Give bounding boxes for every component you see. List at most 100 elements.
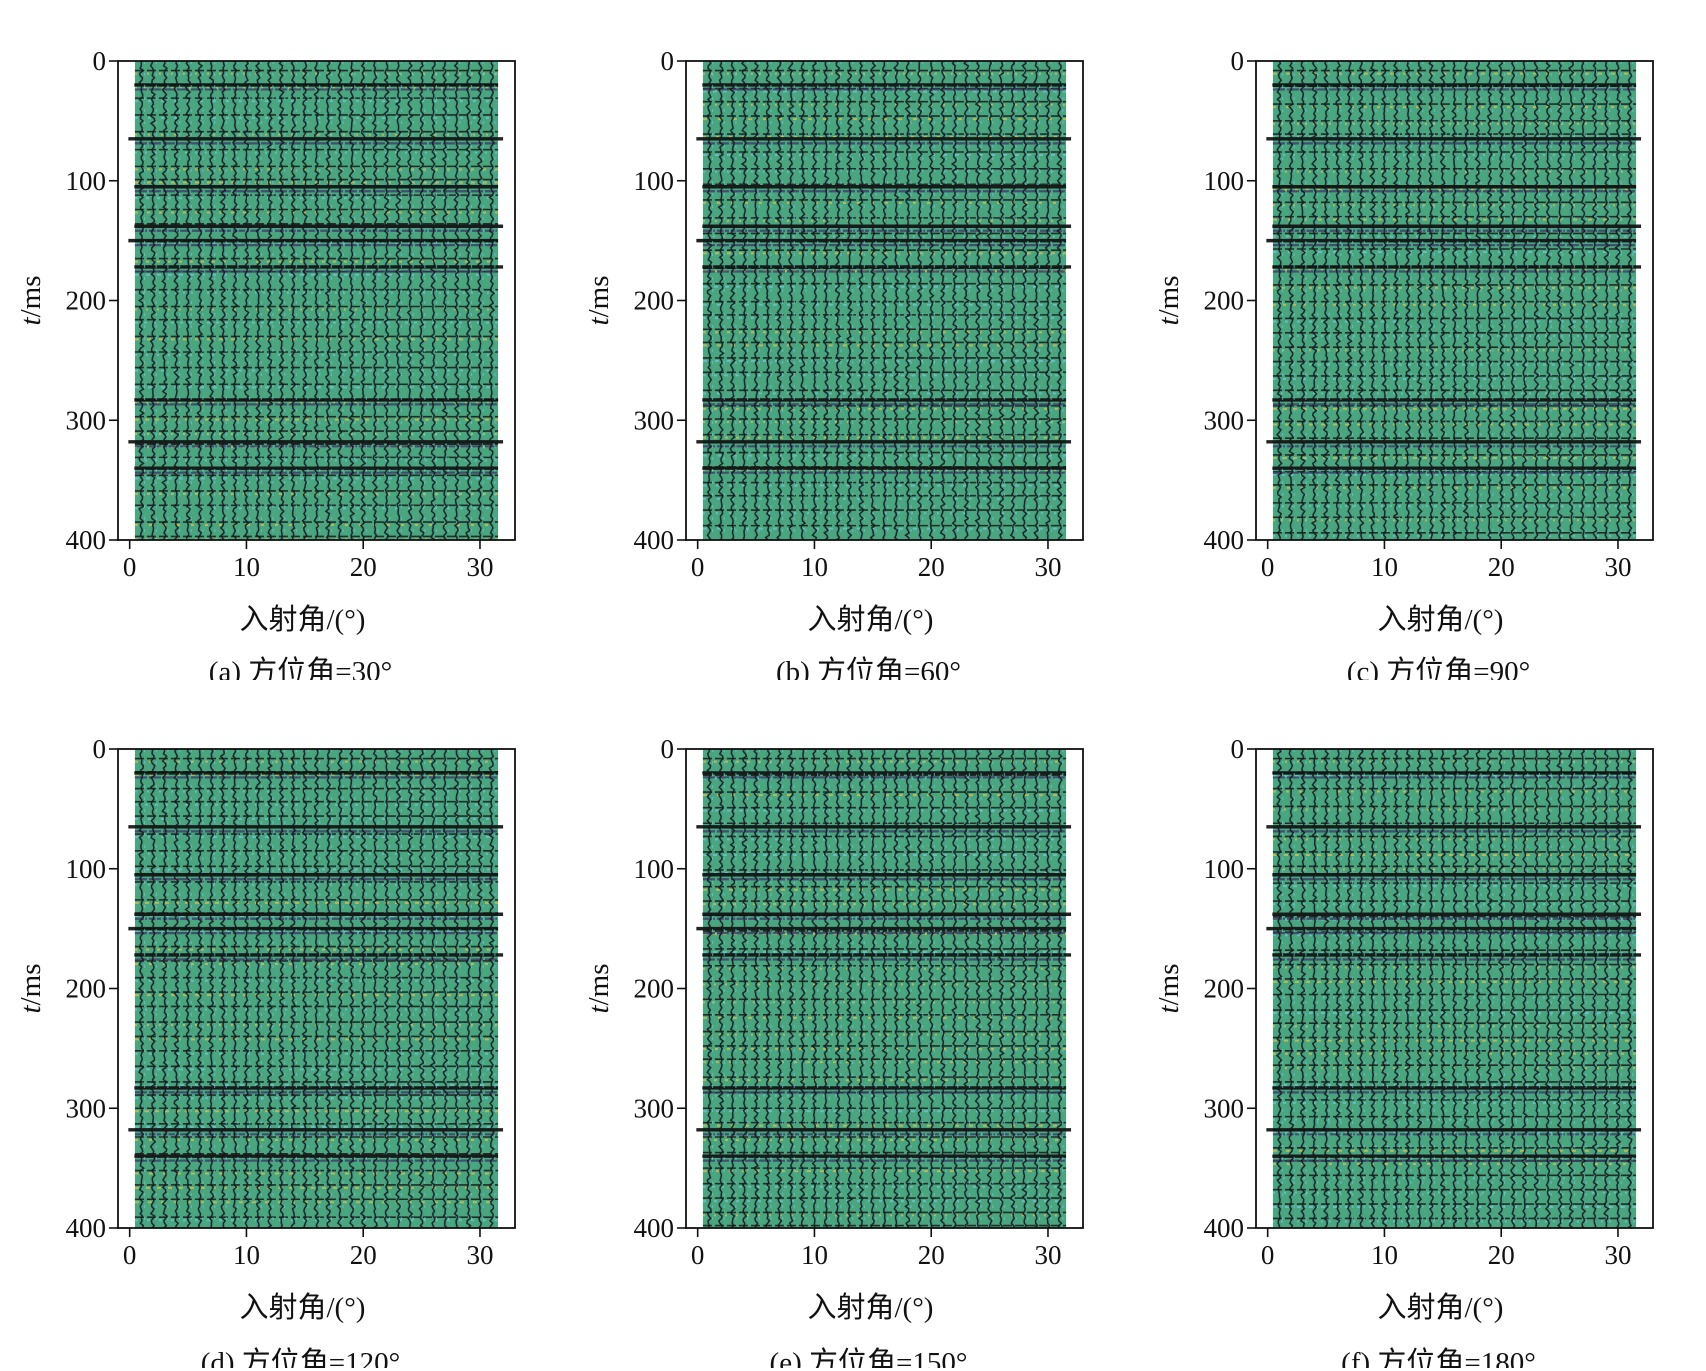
trace-stripe — [800, 749, 805, 1228]
trace-wiggle — [406, 749, 414, 1228]
trace-wiggle — [231, 749, 239, 1228]
x-tick-label: 30 — [1604, 552, 1631, 582]
trace-wiggle — [904, 749, 912, 1228]
trace-stripe — [1277, 749, 1282, 1228]
trace-wiggle — [266, 61, 274, 540]
y-tick-label: 400 — [66, 525, 107, 555]
x-axis-title: 入射角/(°) — [1378, 1291, 1504, 1324]
trace-wiggle — [172, 749, 180, 1228]
trace-wiggle — [892, 749, 900, 1228]
trace-wiggle — [1287, 61, 1295, 540]
y-tick-label: 200 — [66, 286, 107, 316]
trace-stripe — [893, 749, 899, 1228]
trace-stripe — [777, 749, 782, 1228]
trace-wiggle — [1567, 61, 1575, 540]
trace-stripe — [1545, 61, 1551, 540]
trace-wiggle — [974, 749, 982, 1228]
trace-wiggle — [1299, 749, 1307, 1228]
trace-wiggle — [488, 61, 496, 540]
x-tick-label: 0 — [1261, 1240, 1275, 1270]
trace-wiggle — [336, 61, 344, 540]
y-tick-label: 100 — [66, 166, 107, 196]
trace-wiggle — [1579, 749, 1587, 1228]
trace-wiggle — [336, 749, 344, 1228]
y-tick-label: 400 — [66, 1213, 107, 1243]
trace-stripe — [964, 61, 969, 540]
x-tick-label: 30 — [1604, 1240, 1631, 1270]
x-tick-label: 0 — [1261, 552, 1275, 582]
y-axis-title: t/ms — [583, 276, 615, 326]
trace-wiggle — [476, 61, 484, 540]
trace-wiggle — [1369, 749, 1376, 1228]
y-tick-label: 200 — [634, 974, 675, 1004]
plot-area — [118, 749, 515, 1228]
trace-wiggle — [149, 749, 157, 1228]
y-tick-label: 100 — [634, 854, 675, 884]
panel-caption: (c) 方位角=90° — [1347, 655, 1530, 680]
plot-area — [1256, 749, 1653, 1228]
trace-wiggle — [359, 749, 367, 1228]
trace-stripe — [302, 749, 308, 1228]
plot-area — [1256, 61, 1653, 540]
trace-wiggle — [207, 749, 215, 1228]
trace-stripe — [707, 749, 712, 1228]
trace-stripe — [139, 61, 144, 540]
trace-stripe — [1335, 749, 1340, 1228]
trace-wiggle — [418, 61, 425, 540]
x-tick-label: 10 — [801, 552, 828, 582]
y-axis-title: t/ms — [15, 964, 47, 1014]
trace-wiggle — [266, 749, 274, 1228]
trace-wiggle — [997, 749, 1005, 1228]
trace-wiggle — [1369, 61, 1377, 540]
trace-wiggle — [184, 61, 192, 540]
trace-wiggle — [383, 749, 390, 1228]
y-tick-label: 400 — [634, 1213, 675, 1243]
x-axis-title: 入射角/(°) — [808, 603, 934, 636]
trace-stripe — [150, 61, 156, 540]
trace-wiggle — [845, 61, 853, 540]
x-axis-title: 入射角/(°) — [240, 603, 366, 636]
x-tick-label: 0 — [691, 552, 705, 582]
trace-wiggle — [301, 61, 309, 540]
trace-wiggle — [1381, 61, 1388, 540]
x-tick-label: 20 — [918, 1240, 945, 1270]
x-tick-label: 20 — [918, 552, 945, 582]
x-tick-label: 10 — [801, 1240, 828, 1270]
trace-wiggle — [741, 749, 748, 1228]
x-tick-label: 20 — [1488, 552, 1515, 582]
x-tick-label: 20 — [350, 1240, 377, 1270]
trace-stripe — [396, 749, 401, 1228]
trace-wiggle — [1357, 61, 1365, 540]
y-tick-label: 200 — [634, 286, 675, 316]
trace-wiggle — [705, 749, 713, 1228]
trace-wiggle — [1579, 61, 1587, 540]
trace-wiggle — [312, 749, 320, 1228]
trace-stripe — [870, 749, 876, 1228]
trace-stripe — [964, 749, 969, 1228]
y-tick-label: 0 — [93, 46, 107, 76]
trace-stripe — [905, 61, 911, 540]
trace-wiggle — [289, 749, 297, 1228]
trace-stripe — [1428, 61, 1434, 540]
trace-stripe — [349, 749, 354, 1228]
trace-wiggle — [1474, 749, 1482, 1228]
trace-wiggle — [1556, 61, 1563, 540]
panel-caption: (f) 方位角=180° — [1341, 1346, 1536, 1368]
trace-wiggle — [1462, 749, 1470, 1228]
panel-caption: (a) 方位角=30° — [209, 655, 392, 680]
trace-stripe — [232, 61, 237, 540]
trace-wiggle — [371, 61, 379, 540]
trace-wiggle — [1591, 61, 1599, 540]
trace-wiggle — [1032, 749, 1040, 1228]
trace-wiggle — [1334, 749, 1342, 1228]
trace-wiggle — [811, 61, 818, 540]
trace-wiggle — [347, 61, 356, 540]
seismic-gather-plot: 0 100 200 300 400 0 10 20 30 t/ms 入射角/(°) (a) 方位角=3… — [15, 46, 516, 680]
trace-wiggle — [1474, 61, 1482, 540]
trace-wiggle — [254, 749, 262, 1228]
trace-wiggle — [1392, 749, 1400, 1228]
y-tick-label: 400 — [1204, 525, 1245, 555]
panel-a: 0 100 200 300 400 0 10 20 30 t/ms 入射角/(°) (a) 方位角=3… — [0, 0, 568, 680]
trace-stripe — [1522, 749, 1527, 1228]
